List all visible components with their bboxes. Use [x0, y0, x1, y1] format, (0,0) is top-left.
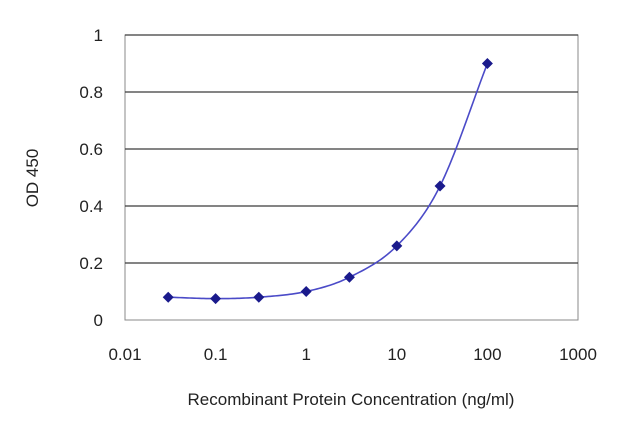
data-point: [391, 240, 403, 252]
x-tick-label: 0.1: [204, 345, 228, 364]
data-point: [481, 58, 493, 69]
data-points: [162, 58, 493, 305]
x-tick-label: 10: [387, 345, 406, 364]
y-tick-label: 0.6: [79, 140, 103, 159]
x-tick-labels: 0.01 0.1 1 10 100 1000: [108, 345, 596, 364]
y-tick-label: 0: [94, 311, 103, 330]
x-tick-label: 100: [473, 345, 501, 364]
fit-curve: [168, 63, 489, 300]
gridlines: [125, 34, 578, 264]
x-tick-label: 0.01: [108, 345, 141, 364]
data-point: [300, 286, 312, 297]
data-point: [343, 271, 355, 283]
y-tick-label: 0.2: [79, 254, 103, 273]
data-point: [210, 293, 222, 305]
y-tick-label: 1: [94, 26, 103, 45]
x-axis-label: Recombinant Protein Concentration (ng/ml…: [188, 390, 515, 409]
x-tick-label: 1000: [559, 345, 597, 364]
y-tick-label: 0.4: [79, 197, 103, 216]
x-tick-label: 1: [301, 345, 310, 364]
y-tick-label: 0.8: [79, 83, 103, 102]
data-point: [434, 180, 446, 192]
y-axis-label: OD 450: [23, 149, 42, 208]
y-tick-labels: 0 0.2 0.4 0.6 0.8 1: [79, 26, 103, 330]
data-point: [162, 291, 174, 303]
data-point: [253, 291, 265, 303]
plot-area: [124, 34, 579, 321]
